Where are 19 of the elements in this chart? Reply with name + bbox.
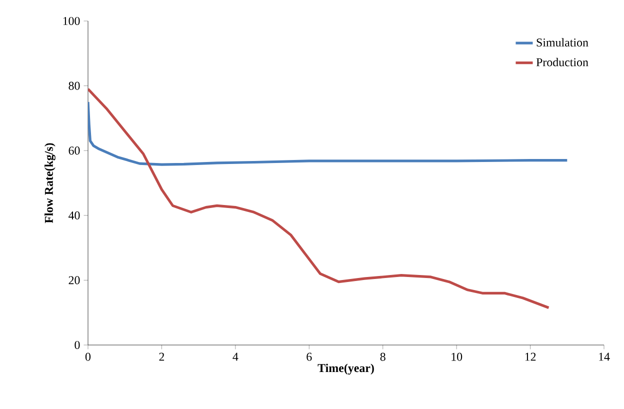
y-tick-label: 0 <box>74 340 80 350</box>
line-series <box>88 88 550 310</box>
x-tick-label: 4 <box>232 352 238 361</box>
x-tick-label: 2 <box>159 352 164 361</box>
y-tick-label: 20 <box>68 276 80 284</box>
legend-label: Simulation <box>536 38 588 47</box>
x-tick-label: 10 <box>452 352 462 361</box>
x-tick-label: 14 <box>599 352 610 361</box>
y-tick-label: 40 <box>68 211 80 220</box>
y-axis-title: Flow Rate(kg/s) <box>44 143 56 224</box>
x-tick-label: 0 <box>85 352 91 361</box>
x-tick-label: 8 <box>380 352 386 361</box>
y-tick-label: 80 <box>68 82 80 90</box>
x-axis-title: Time(year) <box>318 364 374 375</box>
y-tick-label: 60 <box>68 146 80 155</box>
x-tick-label: 12 <box>525 352 536 361</box>
legend-label: Production <box>536 58 588 66</box>
x-tick-label: 6 <box>306 352 312 361</box>
y-tick-label: 100 <box>63 16 80 26</box>
